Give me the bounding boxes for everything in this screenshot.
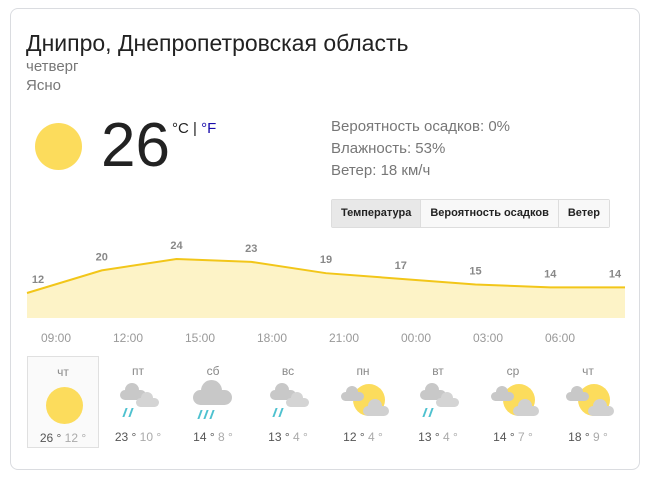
time-label: 21:00 — [329, 331, 359, 345]
partly-cloudy-icon — [327, 380, 399, 430]
forecast-day[interactable]: вс 13 ° 4 ° — [252, 356, 324, 448]
rain-clouds-icon — [102, 380, 174, 430]
sun-icon — [35, 123, 82, 170]
rain-clouds-icon — [252, 380, 324, 430]
forecast-day[interactable]: пн 12 ° 4 ° — [327, 356, 399, 448]
forecast-low: 4 ° — [443, 430, 458, 444]
data-label: 20 — [96, 251, 108, 263]
time-label: 15:00 — [185, 331, 215, 345]
forecast-high: 18 ° — [568, 430, 590, 444]
data-label: 14 — [544, 268, 557, 280]
forecast-low: 4 ° — [368, 430, 383, 444]
time-label: 18:00 — [257, 331, 287, 345]
forecast-day[interactable]: сб 14 ° 8 ° — [177, 356, 249, 448]
location-title: Днипро, Днепропетровская область — [26, 30, 409, 56]
humidity: Влажность: 53% — [331, 140, 446, 157]
forecast-day-name: чт — [582, 364, 594, 378]
data-label: 19 — [320, 254, 332, 266]
wind: Ветер: 18 км/ч — [331, 162, 431, 179]
temperature-chart: 12 20 24 23 19 17 15 14 14 09:00 12:00 15:00 18:00 21… — [26, 240, 625, 345]
unit-switch: °C | °F — [172, 120, 216, 137]
forecast-day-name: вт — [432, 364, 444, 378]
forecast-day-name: пн — [356, 364, 370, 378]
time-label: 06:00 — [545, 331, 575, 345]
forecast-low: 4 ° — [293, 430, 308, 444]
forecast-high: 12 ° — [343, 430, 365, 444]
time-label: 00:00 — [401, 331, 431, 345]
forecast-high: 14 ° — [493, 430, 515, 444]
chart-tabs: Температура Вероятность осадков Ветер — [331, 199, 610, 228]
precip-chance: Вероятность осадков: 0% — [331, 118, 510, 135]
chart-area — [27, 259, 625, 318]
chart-line — [26, 258, 625, 294]
forecast-high: 13 ° — [418, 430, 440, 444]
condition-label: Ясно — [26, 77, 61, 94]
current-temp: 26 — [101, 111, 170, 180]
forecast-low: 10 ° — [139, 430, 162, 444]
rain-clouds-icon — [402, 380, 474, 430]
unit-celsius[interactable]: °C — [172, 120, 189, 137]
weather-card — [10, 8, 640, 470]
time-label: 09:00 — [41, 331, 71, 345]
time-label: 12:00 — [113, 331, 143, 345]
data-label: 12 — [32, 274, 44, 286]
data-label: 17 — [395, 260, 407, 272]
partly-cloudy-icon — [552, 380, 624, 430]
forecast-day[interactable]: вт 13 ° 4 ° — [402, 356, 474, 448]
data-label: 23 — [245, 243, 257, 255]
forecast-high: 13 ° — [268, 430, 290, 444]
tab-wind[interactable]: Ветер — [557, 200, 609, 227]
forecast-low: 8 ° — [218, 430, 233, 444]
unit-separator: | — [188, 120, 202, 137]
partly-cloudy-icon — [477, 380, 549, 430]
forecast-low: 12 ° — [64, 431, 87, 445]
data-label: 15 — [469, 266, 481, 278]
unit-fahrenheit[interactable]: °F — [201, 120, 217, 137]
sunny-icon — [28, 381, 98, 431]
forecast-day-name: ср — [506, 364, 520, 378]
forecast-high: 23 ° — [114, 430, 137, 444]
forecast-day-name: сб — [206, 364, 220, 378]
time-label: 03:00 — [473, 331, 503, 345]
data-label: 24 — [170, 240, 183, 252]
forecast-low: 7 ° — [518, 430, 533, 444]
forecast-day-name: вс — [281, 364, 295, 378]
rain-icon — [177, 379, 249, 430]
forecast-day[interactable]: ср 14 ° 7 ° — [477, 356, 549, 448]
tab-temperature[interactable]: Температура — [332, 200, 421, 227]
forecast-high: 26 ° — [39, 431, 62, 445]
day-label: четверг — [26, 58, 79, 75]
forecast-day-name: пт — [132, 364, 144, 378]
forecast-day-name: чт — [57, 365, 69, 379]
data-label: 14 — [609, 268, 622, 280]
tab-precipitation[interactable]: Вероятность осадков — [420, 200, 558, 227]
forecast-high: 14 ° — [193, 430, 215, 444]
forecast-day[interactable]: пт 23 ° 10 ° — [102, 356, 174, 448]
forecast-day[interactable]: чт 18 ° 9 ° — [552, 356, 624, 448]
forecast-low: 9 ° — [593, 430, 608, 444]
forecast-day[interactable]: чт 26 ° 12 ° — [27, 356, 99, 448]
